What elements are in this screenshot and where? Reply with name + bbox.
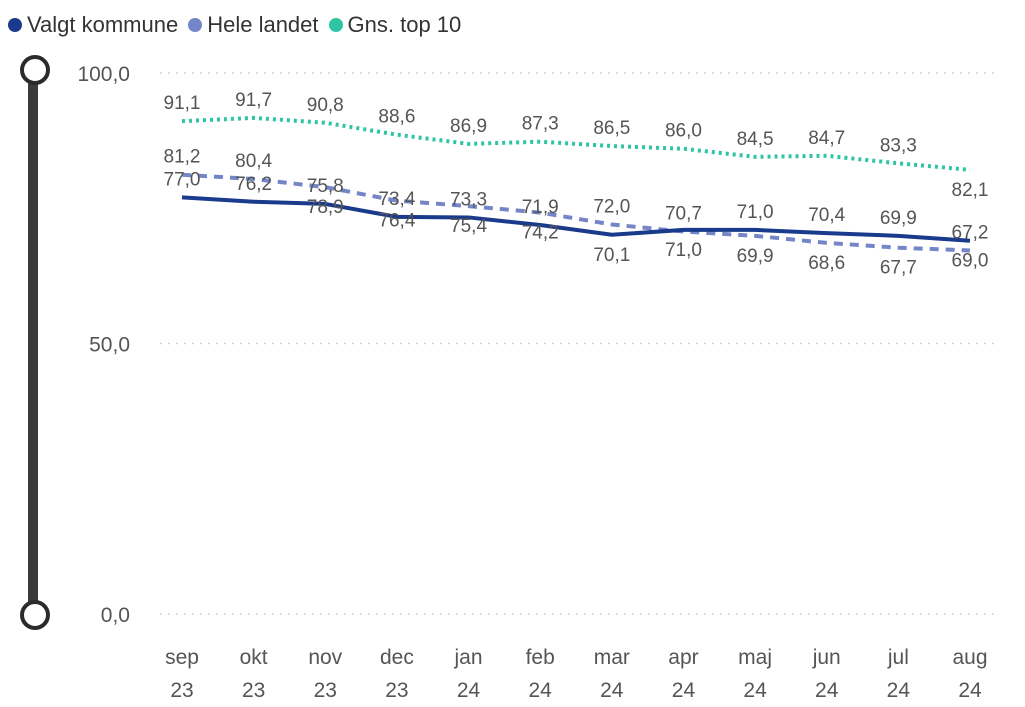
legend-dot-hele-landet	[188, 18, 203, 32]
data-label-valgt-kommune: 71,9	[522, 197, 559, 218]
y-tick-label: 100,0	[77, 63, 130, 86]
legend-dot-gns-top-10	[328, 18, 343, 32]
data-label-hele-landet: 68,6	[808, 253, 845, 274]
data-label-gns-top-10: 90,8	[307, 95, 344, 116]
data-label-hele-landet: 80,4	[235, 151, 272, 172]
data-label-hele-landet: 78,9	[307, 197, 344, 218]
data-label-valgt-kommune: 73,3	[450, 189, 487, 210]
legend-label-gns-top-10: Gns. top 10	[347, 12, 462, 37]
data-label-gns-top-10: 91,1	[164, 93, 201, 114]
x-tick-label-year: 24	[672, 679, 696, 702]
x-tick-label-month: nov	[308, 646, 342, 669]
series-line-valgt-kommune	[181, 195, 971, 243]
legend-label-hele-landet: Hele landet	[207, 12, 319, 37]
x-tick-label-year: 24	[529, 679, 553, 702]
data-label-valgt-kommune: 69,0	[952, 251, 989, 272]
x-tick-label-year: 23	[385, 679, 408, 702]
x-tick-label-month: jul	[887, 646, 909, 669]
series-line-hele-landet	[181, 172, 971, 253]
data-label-valgt-kommune: 71,0	[737, 202, 774, 223]
data-label-valgt-kommune: 77,0	[164, 169, 201, 190]
x-tick-label-year: 23	[242, 679, 265, 702]
y-range-slider-top-handle[interactable]	[20, 55, 50, 85]
data-label-gns-top-10: 83,3	[880, 135, 917, 156]
data-label-valgt-kommune: 71,0	[665, 240, 702, 261]
y-range-slider-bottom-handle[interactable]	[20, 600, 50, 630]
data-label-gns-top-10: 91,7	[235, 90, 272, 111]
x-tick-label-year: 24	[743, 679, 767, 702]
legend-item-gns-top-10[interactable]: Gns. top 10	[328, 12, 462, 38]
x-tick-label-month: jan	[454, 646, 483, 669]
data-label-hele-landet: 70,7	[665, 204, 702, 225]
data-label-valgt-kommune: 75,8	[307, 176, 344, 197]
x-tick-label-year: 24	[815, 679, 839, 702]
x-tick-label-year: 24	[958, 679, 982, 702]
y-tick-label: 50,0	[89, 334, 130, 357]
data-label-hele-landet: 69,9	[737, 246, 774, 267]
x-tick-label-year: 24	[457, 679, 481, 702]
data-label-gns-top-10: 86,5	[593, 118, 630, 139]
legend-dot-valgt-kommune	[8, 18, 22, 32]
data-label-gns-top-10: 82,1	[952, 180, 989, 201]
data-label-hele-landet: 75,4	[450, 216, 487, 237]
legend-item-hele-landet[interactable]: Hele landet	[188, 12, 319, 38]
data-label-valgt-kommune: 70,1	[593, 245, 630, 266]
data-label-valgt-kommune: 70,4	[808, 205, 845, 226]
x-tick-label-year: 23	[170, 679, 193, 702]
data-label-hele-landet: 76,4	[378, 211, 415, 232]
x-tick-label-month: dec	[380, 646, 414, 669]
x-tick-label-year: 24	[887, 679, 911, 702]
data-label-gns-top-10: 87,3	[522, 114, 559, 135]
y-range-slider-track[interactable]	[28, 70, 38, 615]
series-line-gns-top-10	[181, 115, 971, 172]
data-label-valgt-kommune: 73,4	[378, 189, 415, 210]
data-label-gns-top-10: 86,0	[665, 121, 702, 142]
x-tick-label-month: sep	[165, 646, 199, 669]
x-tick-label-month: okt	[240, 646, 268, 669]
y-tick-label: 0,0	[101, 604, 130, 627]
data-label-valgt-kommune: 76,2	[235, 174, 272, 195]
data-label-gns-top-10: 84,7	[808, 128, 845, 149]
data-label-gns-top-10: 84,5	[737, 129, 774, 150]
x-tick-label-year: 24	[600, 679, 624, 702]
data-label-hele-landet: 67,7	[880, 258, 917, 279]
data-label-hele-landet: 67,2	[952, 222, 989, 243]
x-tick-label-month: apr	[668, 646, 698, 669]
x-tick-label-month: jun	[812, 646, 841, 669]
x-tick-label-month: mar	[594, 646, 630, 669]
data-label-valgt-kommune: 69,9	[880, 208, 917, 229]
legend-item-valgt-kommune[interactable]: Valgt kommune	[8, 12, 178, 38]
data-label-hele-landet: 81,2	[164, 147, 201, 168]
data-label-hele-landet: 74,2	[522, 223, 559, 244]
x-tick-label-month: aug	[952, 646, 987, 669]
data-label-gns-top-10: 86,9	[450, 116, 487, 137]
x-tick-label-month: feb	[526, 646, 555, 669]
legend-label-valgt-kommune: Valgt kommune	[27, 12, 179, 37]
data-label-gns-top-10: 88,6	[378, 107, 415, 128]
x-tick-label-month: maj	[738, 646, 772, 669]
chart-legend: Valgt kommune Hele landet Gns. top 10	[8, 8, 465, 42]
data-label-hele-landet: 72,0	[593, 196, 630, 217]
x-tick-label-year: 23	[314, 679, 337, 702]
